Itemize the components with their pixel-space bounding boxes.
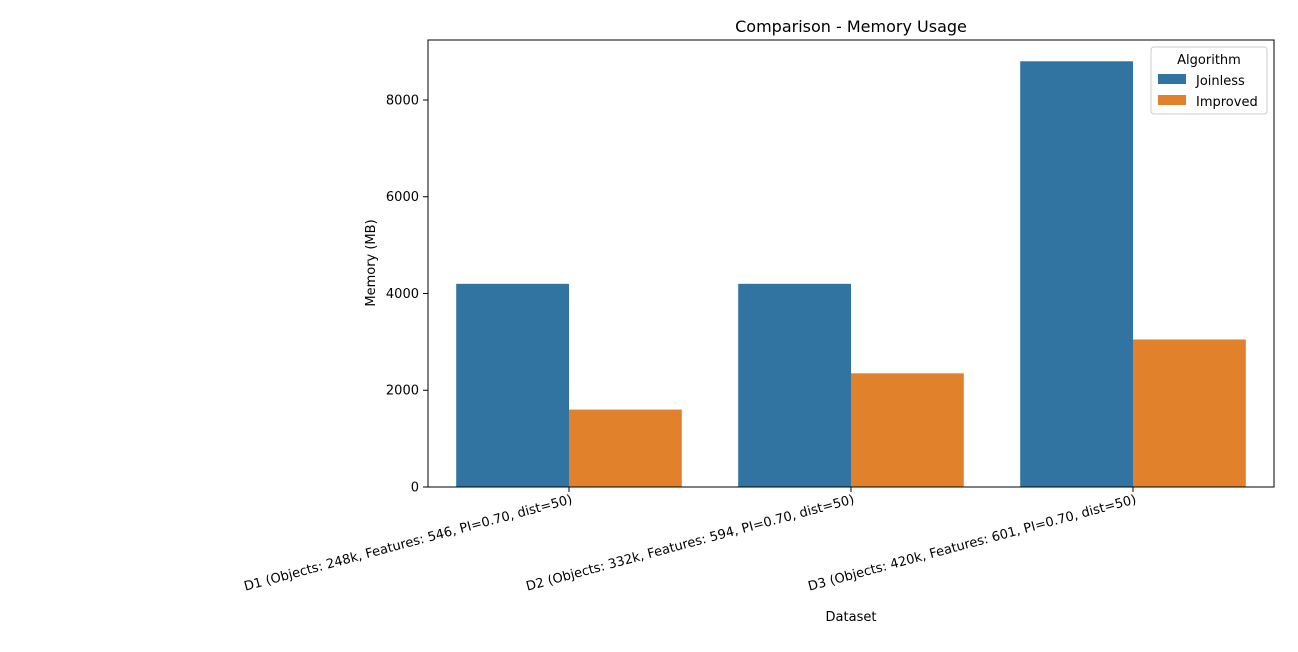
y-tick-label: 8000 — [386, 93, 419, 108]
bar-joinless-3 — [1020, 61, 1133, 488]
y-tick-label: 0 — [411, 481, 419, 496]
legend-title: Algorithm — [1177, 53, 1241, 68]
bars-group — [456, 61, 1246, 488]
bar-improved-1 — [569, 409, 682, 487]
x-axis-label: Dataset — [826, 610, 877, 625]
y-tick-label: 6000 — [386, 190, 419, 205]
x-tick-label: D3 (Objects: 420k, Features: 601, PI=0.7… — [806, 492, 1138, 594]
legend-swatch-joinless — [1158, 74, 1186, 84]
legend-swatch-improved — [1158, 95, 1186, 105]
y-tick-label: 2000 — [386, 384, 419, 399]
bar-joinless-1 — [456, 283, 569, 487]
legend-label-improved: Improved — [1196, 95, 1258, 110]
bar-improved-2 — [851, 373, 964, 487]
y-axis: 0 2000 4000 6000 8000 — [386, 93, 428, 496]
bar-improved-3 — [1133, 339, 1246, 487]
legend-label-joinless: Joinless — [1195, 74, 1245, 89]
y-axis-label: Memory (MB) — [364, 219, 379, 306]
y-tick-label: 4000 — [386, 287, 419, 302]
legend: Algorithm Joinless Improved — [1150, 46, 1268, 115]
x-axis: D1 (Objects: 248k, Features: 546, PI=0.7… — [242, 487, 1138, 595]
chart-title: Comparison - Memory Usage — [735, 17, 967, 36]
bar-joinless-2 — [738, 283, 851, 487]
